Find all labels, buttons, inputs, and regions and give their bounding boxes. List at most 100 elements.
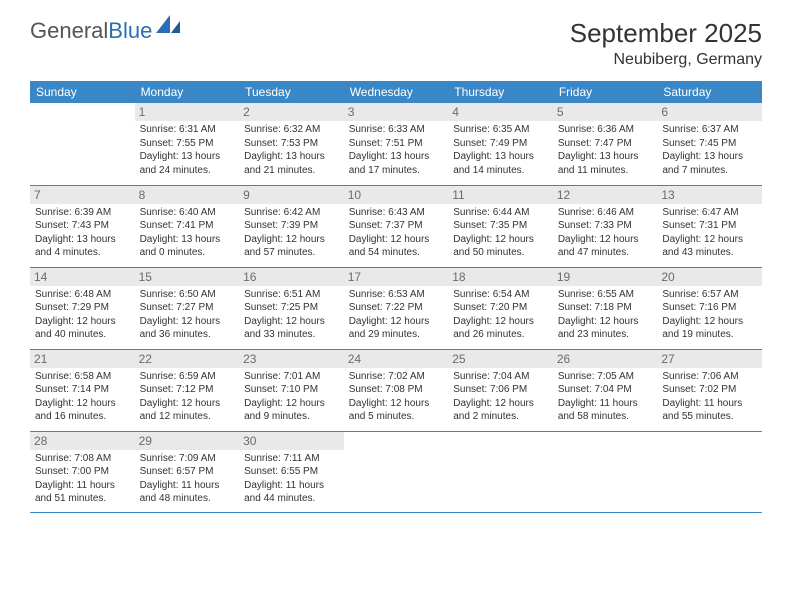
sunset-text: Sunset: 7:18 PM [558,301,653,315]
daylight-text: and 54 minutes. [349,246,444,260]
daylight-text: and 50 minutes. [453,246,548,260]
daylight-text: and 57 minutes. [244,246,339,260]
sunrise-text: Sunrise: 6:40 AM [140,206,235,220]
daylight-text: and 43 minutes. [662,246,757,260]
page-header: GeneralBlue September 2025 Neubiberg, Ge… [30,18,762,69]
sunrise-text: Sunrise: 6:47 AM [662,206,757,220]
sunset-text: Sunset: 7:55 PM [140,137,235,151]
daylight-text: Daylight: 11 hours [140,479,235,493]
calendar-day-cell: 24Sunrise: 7:02 AMSunset: 7:08 PMDayligh… [344,349,449,431]
day-number: 6 [657,103,762,121]
daylight-text: Daylight: 11 hours [662,397,757,411]
calendar-day-cell: 26Sunrise: 7:05 AMSunset: 7:04 PMDayligh… [553,349,658,431]
sunrise-text: Sunrise: 6:58 AM [35,370,130,384]
calendar-head: Sunday Monday Tuesday Wednesday Thursday… [30,81,762,103]
calendar-day-cell: 9Sunrise: 6:42 AMSunset: 7:39 PMDaylight… [239,185,344,267]
daylight-text: and 47 minutes. [558,246,653,260]
sunset-text: Sunset: 7:10 PM [244,383,339,397]
daylight-text: Daylight: 12 hours [453,233,548,247]
calendar-week-row: 21Sunrise: 6:58 AMSunset: 7:14 PMDayligh… [30,349,762,431]
day-number: 11 [448,186,553,204]
daylight-text: Daylight: 12 hours [662,315,757,329]
calendar-day-cell [30,103,135,185]
daylight-text: Daylight: 13 hours [244,150,339,164]
calendar-day-cell [657,431,762,512]
daylight-text: Daylight: 12 hours [244,315,339,329]
sunrise-text: Sunrise: 6:31 AM [140,123,235,137]
daylight-text: Daylight: 13 hours [35,233,130,247]
calendar-day-cell: 27Sunrise: 7:06 AMSunset: 7:02 PMDayligh… [657,349,762,431]
calendar-day-cell [553,431,658,512]
day-number: 13 [657,186,762,204]
sunset-text: Sunset: 7:45 PM [662,137,757,151]
sunrise-text: Sunrise: 6:59 AM [140,370,235,384]
calendar-day-cell: 10Sunrise: 6:43 AMSunset: 7:37 PMDayligh… [344,185,449,267]
sunrise-text: Sunrise: 7:09 AM [140,452,235,466]
day-number: 5 [553,103,658,121]
daylight-text: and 36 minutes. [140,328,235,342]
sunrise-text: Sunrise: 7:01 AM [244,370,339,384]
daylight-text: Daylight: 12 hours [244,233,339,247]
daylight-text: Daylight: 12 hours [35,397,130,411]
dow-header: Saturday [657,81,762,103]
sunrise-text: Sunrise: 6:43 AM [349,206,444,220]
calendar-day-cell: 5Sunrise: 6:36 AMSunset: 7:47 PMDaylight… [553,103,658,185]
sunset-text: Sunset: 7:31 PM [662,219,757,233]
calendar-day-cell: 15Sunrise: 6:50 AMSunset: 7:27 PMDayligh… [135,267,240,349]
sunset-text: Sunset: 7:12 PM [140,383,235,397]
daylight-text: Daylight: 12 hours [349,233,444,247]
day-number: 26 [553,350,658,368]
daylight-text: and 40 minutes. [35,328,130,342]
sunset-text: Sunset: 7:14 PM [35,383,130,397]
logo-sail-icon [156,15,182,41]
sunset-text: Sunset: 6:55 PM [244,465,339,479]
daylight-text: Daylight: 11 hours [35,479,130,493]
daylight-text: Daylight: 12 hours [349,397,444,411]
calendar-day-cell: 22Sunrise: 6:59 AMSunset: 7:12 PMDayligh… [135,349,240,431]
day-number: 23 [239,350,344,368]
sunset-text: Sunset: 7:29 PM [35,301,130,315]
daylight-text: Daylight: 11 hours [558,397,653,411]
day-number: 20 [657,268,762,286]
daylight-text: and 16 minutes. [35,410,130,424]
calendar-day-cell: 19Sunrise: 6:55 AMSunset: 7:18 PMDayligh… [553,267,658,349]
logo: GeneralBlue [30,18,182,44]
sunset-text: Sunset: 7:37 PM [349,219,444,233]
day-number: 15 [135,268,240,286]
daylight-text: Daylight: 12 hours [453,315,548,329]
daylight-text: and 51 minutes. [35,492,130,506]
day-number: 21 [30,350,135,368]
sunrise-text: Sunrise: 6:55 AM [558,288,653,302]
sunrise-text: Sunrise: 7:06 AM [662,370,757,384]
sunset-text: Sunset: 7:49 PM [453,137,548,151]
day-number: 18 [448,268,553,286]
dow-header: Monday [135,81,240,103]
sunset-text: Sunset: 7:25 PM [244,301,339,315]
calendar-day-cell: 13Sunrise: 6:47 AMSunset: 7:31 PMDayligh… [657,185,762,267]
calendar-day-cell: 28Sunrise: 7:08 AMSunset: 7:00 PMDayligh… [30,431,135,512]
daylight-text: and 29 minutes. [349,328,444,342]
sunset-text: Sunset: 7:04 PM [558,383,653,397]
daylight-text: and 23 minutes. [558,328,653,342]
sunrise-text: Sunrise: 6:42 AM [244,206,339,220]
day-number: 8 [135,186,240,204]
daylight-text: and 2 minutes. [453,410,548,424]
calendar-day-cell: 2Sunrise: 6:32 AMSunset: 7:53 PMDaylight… [239,103,344,185]
daylight-text: Daylight: 12 hours [558,315,653,329]
daylight-text: and 4 minutes. [35,246,130,260]
dow-header: Sunday [30,81,135,103]
calendar-week-row: 7Sunrise: 6:39 AMSunset: 7:43 PMDaylight… [30,185,762,267]
daylight-text: and 9 minutes. [244,410,339,424]
calendar-day-cell: 12Sunrise: 6:46 AMSunset: 7:33 PMDayligh… [553,185,658,267]
sunset-text: Sunset: 7:39 PM [244,219,339,233]
daylight-text: and 21 minutes. [244,164,339,178]
title-block: September 2025 Neubiberg, Germany [570,18,762,69]
daylight-text: and 55 minutes. [662,410,757,424]
calendar-day-cell: 4Sunrise: 6:35 AMSunset: 7:49 PMDaylight… [448,103,553,185]
sunset-text: Sunset: 6:57 PM [140,465,235,479]
calendar-day-cell: 29Sunrise: 7:09 AMSunset: 6:57 PMDayligh… [135,431,240,512]
sunset-text: Sunset: 7:22 PM [349,301,444,315]
sunrise-text: Sunrise: 6:50 AM [140,288,235,302]
day-number: 3 [344,103,449,121]
calendar-day-cell: 8Sunrise: 6:40 AMSunset: 7:41 PMDaylight… [135,185,240,267]
